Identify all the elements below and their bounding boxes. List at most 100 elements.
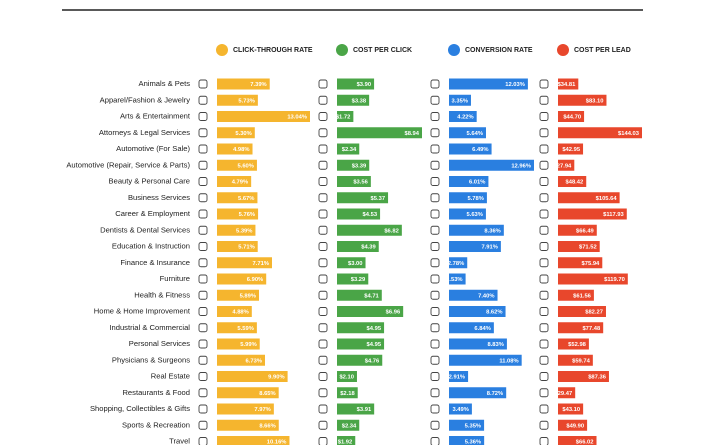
bar [337, 159, 370, 171]
value-label: $8.94 [404, 131, 419, 137]
bar [449, 354, 522, 366]
value-label: $59.74 [572, 358, 591, 364]
value-label: $34.81 [558, 82, 577, 88]
value-label: $66.49 [576, 228, 595, 234]
value-label: $49.90 [566, 423, 584, 429]
category-icon [430, 225, 440, 235]
bar [217, 387, 279, 399]
bar [337, 403, 375, 415]
category-icon [318, 388, 328, 398]
value-label: $4.71 [364, 293, 379, 299]
bar [337, 192, 389, 204]
category-label: Automotive (For Sale) [116, 144, 190, 153]
value-label: 7.40% [478, 293, 494, 299]
value-label: $29.47 [554, 391, 572, 397]
bar [558, 354, 593, 366]
value-label: $4.95 [367, 342, 382, 348]
bar [449, 143, 492, 155]
value-label: $2.34 [342, 147, 357, 153]
bar [558, 273, 628, 285]
category-icon [539, 437, 549, 445]
bar [337, 127, 422, 139]
value-label: 9.90% [268, 375, 284, 381]
value-label: 5.30% [235, 131, 251, 137]
bar [337, 322, 385, 334]
category-icon [539, 404, 549, 414]
bar [337, 387, 358, 399]
value-label: $3.39 [352, 163, 367, 169]
value-label: $82.27 [585, 310, 603, 316]
category-label: Industrial & Commercial [109, 323, 190, 332]
value-label: 5.36% [465, 440, 481, 445]
bar [337, 241, 379, 252]
category-icon [198, 437, 208, 445]
bar [337, 306, 404, 317]
bar [449, 273, 466, 285]
bar [449, 436, 485, 445]
category-icon [198, 307, 208, 316]
category-icon [318, 177, 328, 186]
value-label: $117.93 [603, 212, 624, 218]
category-icon [430, 112, 440, 121]
bar [217, 354, 265, 366]
value-label: 4.79% [232, 180, 248, 186]
value-label: 7.91% [481, 245, 497, 251]
bar [337, 338, 385, 350]
bar [337, 94, 370, 106]
value-label: 5.89% [240, 293, 256, 299]
category-icon [430, 307, 440, 316]
bar [449, 387, 507, 399]
category-icon [539, 209, 549, 219]
bar [217, 403, 274, 415]
bar [337, 436, 356, 445]
category-icon [318, 128, 328, 138]
category-icon [198, 193, 208, 203]
bar [449, 176, 489, 187]
value-label: $48.42 [566, 180, 584, 186]
bar [337, 143, 360, 155]
value-label: 5.67% [238, 196, 254, 202]
category-icon [539, 144, 549, 154]
bar [449, 322, 494, 334]
value-label: $1.72 [336, 115, 351, 121]
value-label: 8.65% [259, 391, 275, 397]
value-label: 4.98% [233, 147, 249, 153]
value-label: 8.36% [484, 228, 500, 234]
value-label: 5.99% [240, 342, 256, 348]
bar [217, 94, 258, 106]
category-icon [198, 160, 208, 170]
category-icon [539, 372, 549, 381]
bar [217, 241, 258, 252]
category-icon [430, 437, 440, 445]
category-icon [539, 225, 549, 235]
value-label: 11.08% [499, 358, 518, 364]
bar [449, 419, 485, 431]
bar [217, 338, 260, 350]
value-label: $6.82 [384, 228, 399, 234]
category-label: Personal Services [129, 339, 190, 348]
category-icon [318, 307, 328, 316]
bar [449, 111, 477, 122]
category-icon [539, 112, 549, 121]
value-label: 5.60% [238, 163, 254, 169]
bar [217, 143, 253, 155]
category-icon [318, 160, 328, 170]
category-icon [539, 242, 549, 251]
bar [558, 241, 600, 252]
value-label: $4.53 [363, 212, 378, 218]
value-label: $105.64 [596, 196, 618, 202]
bar [217, 224, 256, 236]
value-label: 12.03% [505, 82, 525, 88]
category-icon [430, 290, 440, 300]
bar [449, 241, 501, 252]
bar [217, 371, 288, 382]
category-icon [318, 420, 328, 430]
bar [217, 322, 257, 334]
bar [449, 78, 528, 90]
category-icon [539, 128, 549, 138]
bar [217, 306, 252, 317]
category-icon [198, 274, 208, 284]
category-icon [318, 274, 328, 284]
